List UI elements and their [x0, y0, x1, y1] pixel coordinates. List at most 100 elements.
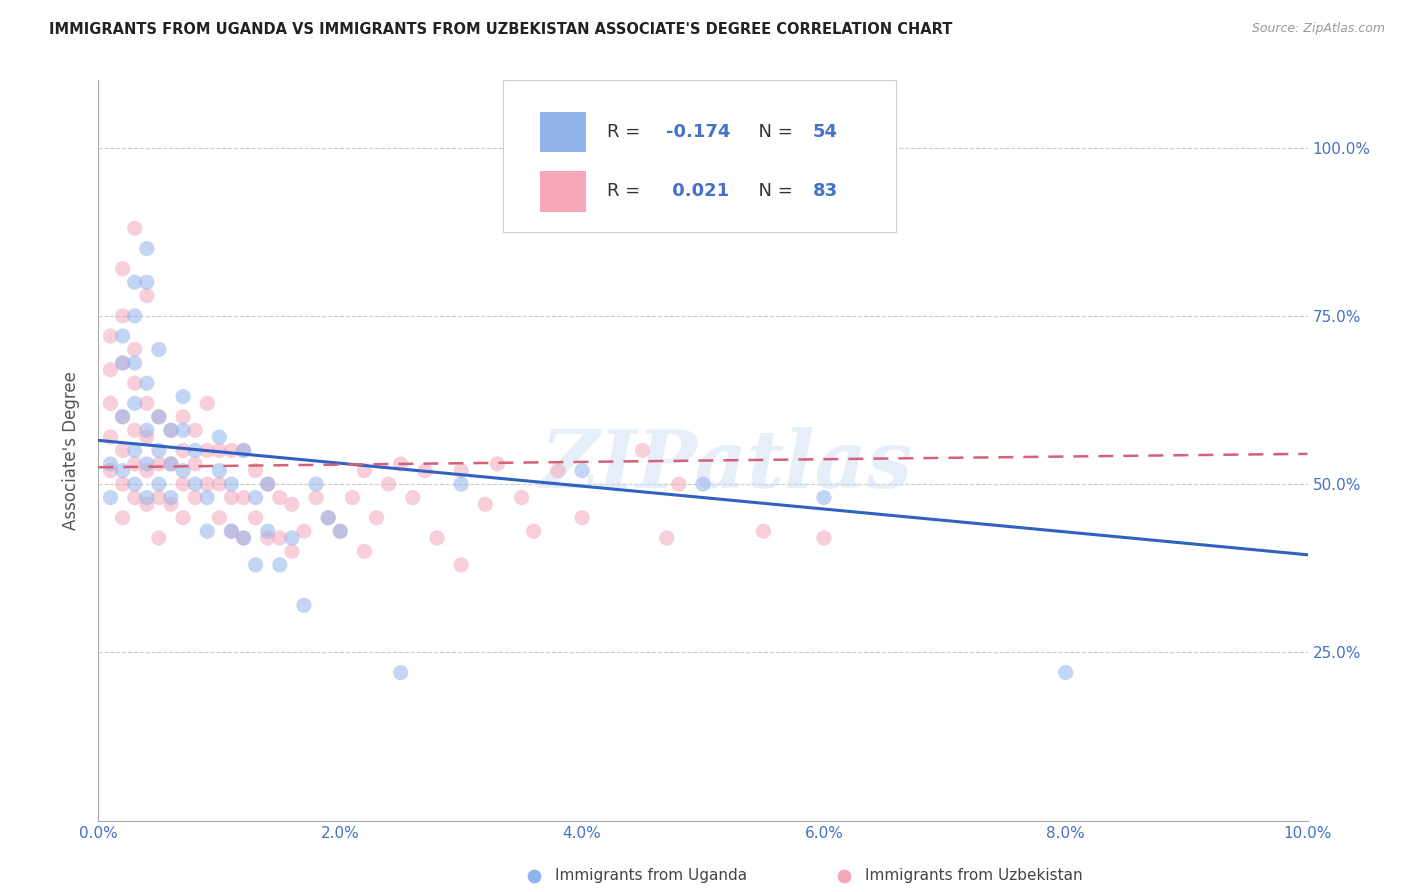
Point [148, 443, 170, 458]
Point [486, 457, 509, 471]
Point [256, 524, 278, 539]
Point [208, 477, 231, 491]
Point [135, 423, 157, 437]
Point [100, 329, 122, 343]
Point [148, 477, 170, 491]
Point [269, 491, 291, 505]
Point [172, 443, 194, 458]
Point [316, 510, 339, 524]
Point [124, 443, 146, 458]
Point [426, 531, 449, 545]
Point [668, 477, 690, 491]
Point [124, 423, 146, 437]
Point [124, 309, 146, 323]
Point [172, 423, 194, 437]
Text: Immigrants from Uganda: Immigrants from Uganda [555, 869, 748, 883]
Point [232, 531, 254, 545]
Point [232, 443, 254, 458]
Point [124, 396, 146, 410]
Point [245, 510, 267, 524]
Point [160, 457, 183, 471]
Point [195, 443, 218, 458]
Point [135, 376, 157, 391]
Point [100, 430, 122, 444]
Point [100, 457, 122, 471]
Point [124, 275, 146, 289]
Point [510, 491, 533, 505]
Point [111, 309, 134, 323]
Point [135, 288, 157, 302]
Point [256, 531, 278, 545]
Point [281, 497, 304, 511]
Point [305, 491, 328, 505]
Point [184, 423, 207, 437]
Point [195, 396, 218, 410]
Point [269, 558, 291, 572]
Point [160, 457, 183, 471]
Point [100, 362, 122, 376]
Point [221, 477, 243, 491]
Point [450, 558, 472, 572]
Point [221, 443, 243, 458]
Point [124, 477, 146, 491]
Point [195, 491, 218, 505]
Text: R =: R = [607, 123, 647, 141]
Point [172, 510, 194, 524]
FancyBboxPatch shape [540, 171, 586, 211]
Text: 54: 54 [813, 123, 838, 141]
Point [269, 531, 291, 545]
Point [135, 430, 157, 444]
Point [124, 376, 146, 391]
Point [160, 497, 183, 511]
Point [692, 477, 714, 491]
Point [100, 396, 122, 410]
Point [402, 491, 425, 505]
Point [377, 477, 399, 491]
Point [111, 329, 134, 343]
Point [342, 491, 364, 505]
Point [148, 409, 170, 424]
Point [232, 531, 254, 545]
Point [172, 390, 194, 404]
Point [135, 457, 157, 471]
Point [221, 524, 243, 539]
Point [389, 665, 412, 680]
Point [184, 457, 207, 471]
Point [366, 510, 388, 524]
Point [256, 477, 278, 491]
Point [221, 524, 243, 539]
Point [221, 491, 243, 505]
Point [413, 464, 436, 478]
Point [124, 457, 146, 471]
Point [813, 531, 835, 545]
Text: ZIPatlas: ZIPatlas [541, 426, 914, 504]
Text: N =: N = [747, 182, 799, 201]
Point [135, 275, 157, 289]
Point [124, 491, 146, 505]
Point [124, 343, 146, 357]
Point [148, 409, 170, 424]
Point [160, 423, 183, 437]
Point [124, 221, 146, 235]
Point [184, 491, 207, 505]
Point [245, 491, 267, 505]
Point [208, 464, 231, 478]
Point [148, 531, 170, 545]
Point [135, 242, 157, 256]
Point [195, 524, 218, 539]
Point [571, 464, 593, 478]
Point [172, 409, 194, 424]
Point [195, 477, 218, 491]
Point [135, 491, 157, 505]
Point [111, 261, 134, 276]
Point [655, 531, 678, 545]
Point [100, 491, 122, 505]
Point [135, 464, 157, 478]
Point [245, 558, 267, 572]
Point [148, 457, 170, 471]
Point [111, 409, 134, 424]
Point [160, 491, 183, 505]
Point [148, 343, 170, 357]
FancyBboxPatch shape [503, 80, 897, 232]
Point [292, 524, 315, 539]
